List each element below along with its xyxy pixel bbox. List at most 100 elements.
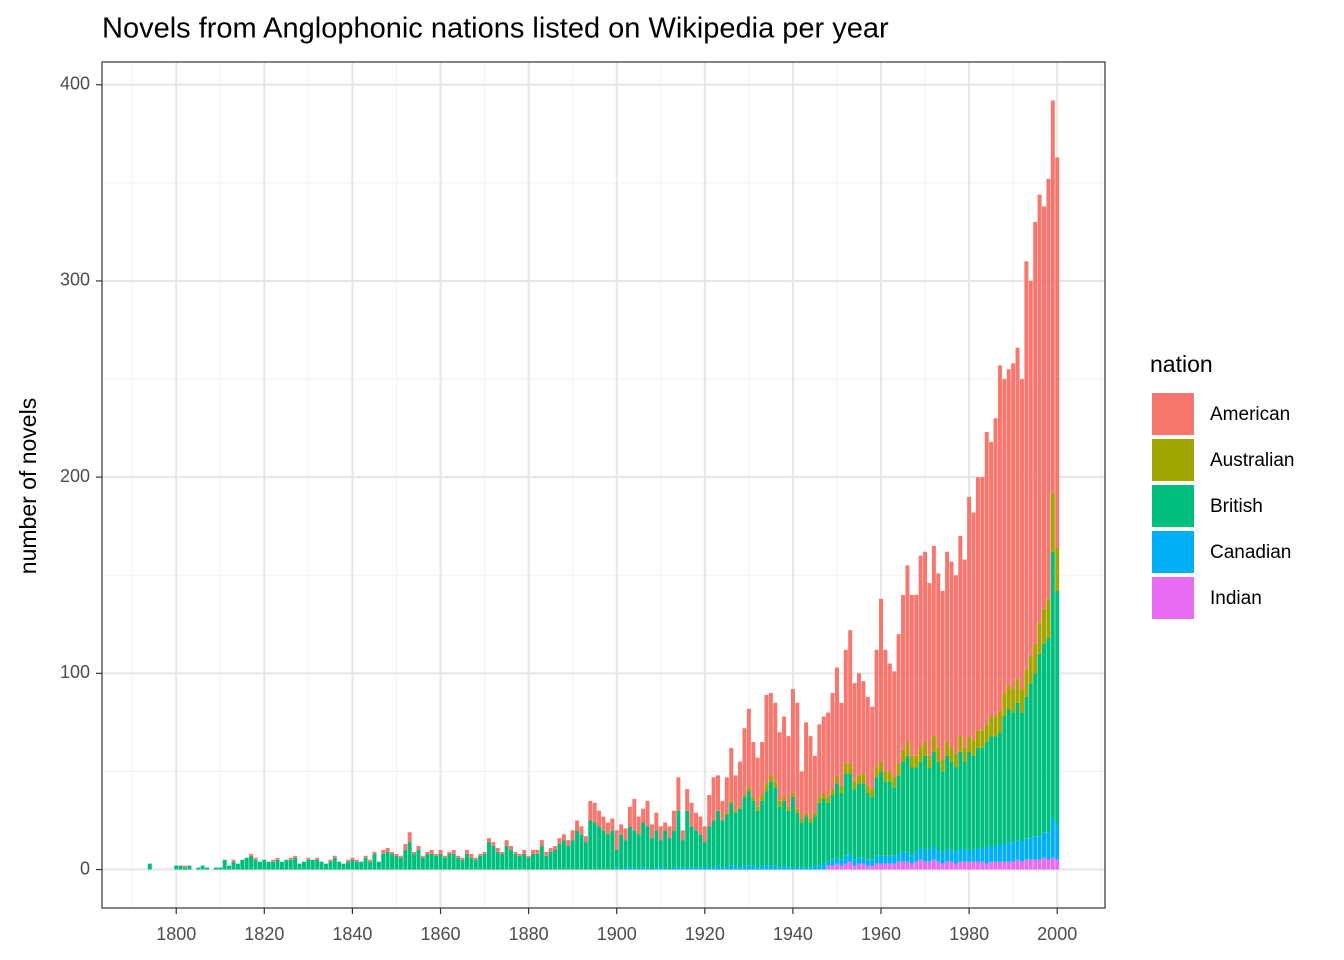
bar-segment: [702, 842, 707, 868]
legend-title: nation: [1150, 351, 1213, 377]
bar-segment: [768, 865, 773, 870]
bar-segment: [513, 851, 518, 854]
bar-segment: [1002, 844, 1007, 862]
bar-segment: [473, 859, 478, 870]
bar-segment: [879, 598, 883, 762]
bar-segment: [865, 865, 870, 870]
bar-segment: [795, 808, 800, 813]
bar-segment: [1011, 842, 1016, 862]
bar-segment: [332, 857, 337, 870]
bar-segment: [839, 859, 844, 866]
bar-segment: [509, 849, 513, 870]
bar-segment: [385, 847, 390, 852]
bar-segment: [830, 692, 835, 790]
bar-segment: [601, 816, 606, 831]
bar-segment: [689, 826, 694, 868]
y-tick-label: 300: [60, 270, 90, 290]
bar-segment: [927, 767, 932, 850]
bar-segment: [975, 747, 980, 848]
bar-segment: [442, 855, 447, 858]
bar-segment: [694, 867, 698, 870]
bar-segment: [275, 857, 280, 860]
bar-segment: [914, 851, 919, 862]
bar-segment: [848, 773, 853, 854]
bar-segment: [870, 865, 875, 870]
bar-segment: [707, 794, 712, 827]
bar-segment: [1055, 824, 1060, 860]
bar-segment: [729, 800, 734, 803]
bar-segment: [751, 865, 756, 870]
bar-segment: [839, 785, 844, 794]
bar-segment: [517, 853, 522, 856]
bar-segment: [288, 857, 293, 860]
bar-segment: [553, 846, 558, 850]
bar-segment: [883, 649, 888, 772]
bar-segment: [812, 812, 817, 817]
bar-segment: [716, 865, 721, 870]
bar-segment: [1042, 206, 1046, 609]
bar-segment: [495, 851, 500, 870]
bar-segment: [733, 812, 738, 866]
bar-segment: [923, 742, 928, 756]
bar-segment: [539, 840, 544, 847]
bar-segment: [416, 849, 421, 870]
bar-segment: [848, 861, 853, 870]
bar-segment: [1028, 655, 1033, 684]
bar-segment: [235, 863, 240, 870]
bar-segment: [495, 847, 500, 852]
bar-segment: [953, 851, 958, 864]
bar-segment: [1055, 590, 1060, 825]
bar-segment: [253, 857, 258, 860]
bar-segment: [711, 777, 716, 821]
bar-segment: [764, 694, 769, 784]
bar-segment: [760, 800, 765, 866]
x-tick-label: 2000: [1037, 924, 1077, 944]
bar-segment: [279, 861, 284, 870]
bar-segment: [438, 849, 443, 854]
bar-segment: [892, 777, 897, 788]
bar-segment: [456, 855, 461, 858]
bar-segment: [271, 859, 276, 862]
bar-segment: [707, 826, 712, 868]
bar-segment: [1006, 685, 1011, 709]
bar-segment: [649, 838, 654, 870]
bar-segment: [654, 867, 659, 870]
bar-segment: [266, 861, 271, 870]
bar-segment: [962, 747, 967, 762]
bar-segment: [460, 859, 465, 870]
bar-segment: [1011, 363, 1016, 690]
bar-segment: [874, 649, 879, 768]
bar-segment: [231, 861, 236, 870]
bar-segment: [469, 853, 474, 858]
bar-segment: [346, 859, 350, 862]
bar-segment: [641, 822, 646, 868]
bar-segment: [249, 855, 254, 870]
bar-segment: [1024, 859, 1029, 870]
bar-segment: [773, 787, 778, 866]
bar-segment: [927, 861, 932, 870]
bar-segment: [782, 800, 787, 866]
bar-segment: [812, 816, 817, 866]
bar-segment: [619, 824, 624, 835]
bar-segment: [936, 573, 941, 748]
bar-segment: [588, 820, 593, 870]
bar-segment: [962, 861, 967, 870]
bar-segment: [901, 594, 906, 750]
bar-segment: [971, 861, 976, 870]
bar-segment: [1015, 702, 1020, 841]
bar-segment: [685, 867, 690, 870]
bar-segment: [958, 736, 963, 752]
bar-segment: [940, 771, 945, 852]
bar-segment: [1019, 689, 1024, 713]
bar-segment: [843, 649, 848, 764]
bar-segment: [861, 773, 866, 784]
bar-segment: [1050, 492, 1055, 552]
bar-segment: [1028, 838, 1033, 860]
bar-segment: [790, 793, 795, 797]
bar-segment: [407, 832, 412, 843]
bar-segment: [760, 794, 765, 801]
bar-segment: [879, 771, 883, 856]
bar-segment: [716, 775, 721, 811]
bar-segment: [887, 863, 892, 870]
